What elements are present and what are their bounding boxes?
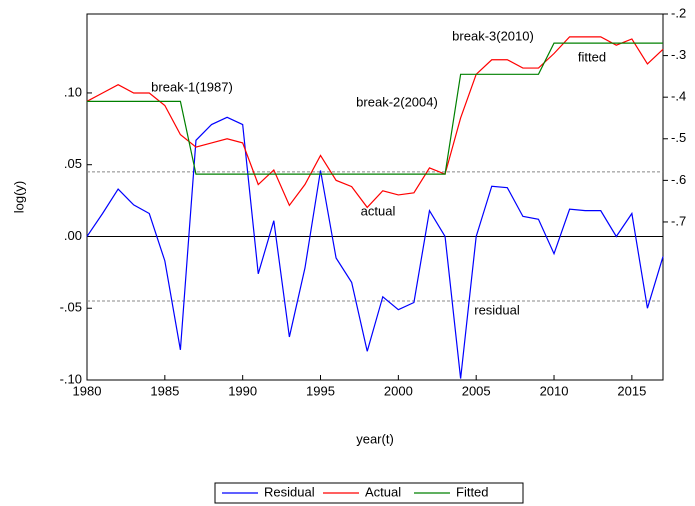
y2-tick-label: -.5 (671, 130, 686, 145)
y-tick-label: .05 (64, 156, 82, 171)
x-tick-label: 1980 (73, 383, 102, 398)
y-tick-label: -.05 (60, 300, 82, 315)
plot-frame (86, 13, 664, 381)
x-tick-label: 1985 (150, 383, 179, 398)
x-tick-label: 2005 (462, 383, 491, 398)
x-tick-label: 1995 (306, 383, 335, 398)
legend-box (214, 482, 524, 504)
x-tick-label: 1990 (228, 383, 257, 398)
series-line (87, 42, 663, 175)
legend-label: Fitted (456, 484, 489, 499)
annotation: actual (361, 203, 396, 218)
y2-tick-label: -.7 (671, 213, 686, 228)
y-axis-label: log(y) (11, 181, 26, 214)
annotation: break-1(1987) (151, 79, 233, 94)
legend-label: Actual (365, 484, 401, 499)
x-tick-label: 2000 (384, 383, 413, 398)
annotation: residual (474, 302, 520, 317)
annotation: break-2(2004) (356, 94, 438, 109)
x-tick-label: 2010 (540, 383, 569, 398)
y2-tick-label: -.6 (671, 172, 686, 187)
x-tick-label: 2015 (617, 383, 646, 398)
series-line (86, 116, 664, 379)
legend-label: Residual (264, 484, 315, 499)
y-tick-label: .00 (64, 228, 82, 243)
annotation: fitted (578, 49, 606, 64)
x-axis-label: year(t) (356, 431, 394, 446)
y-tick-label: .10 (64, 84, 82, 99)
annotation: break-3(2010) (452, 28, 534, 43)
y2-tick-label: -.3 (671, 47, 686, 62)
y2-tick-label: -.2 (671, 5, 686, 20)
y2-tick-label: -.4 (671, 89, 686, 104)
y-tick-label: -.10 (60, 371, 82, 386)
series-line (86, 36, 664, 209)
